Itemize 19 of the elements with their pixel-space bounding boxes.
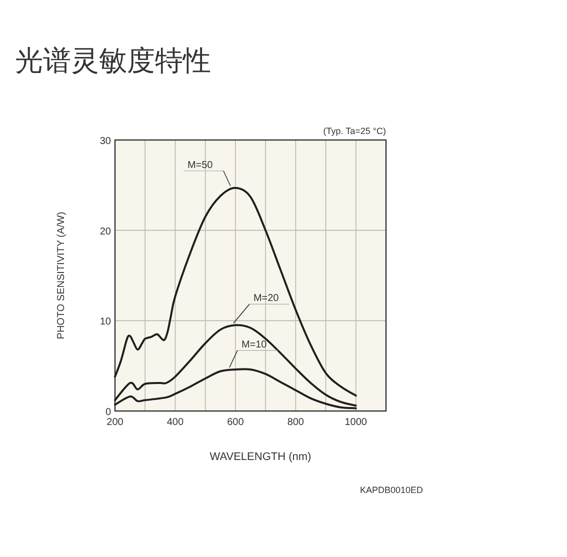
chart-title: 光谱灵敏度特性 (15, 45, 211, 76)
x-tick-label: 800 (287, 417, 304, 428)
y-tick-label: 20 (100, 226, 112, 238)
x-tick-label: 400 (166, 417, 184, 428)
y-tick-label: 30 (100, 136, 112, 147)
y-axis-title: PHOTO SENSITIVITY (A/W) (56, 212, 67, 340)
x-tick-label: 1000 (344, 417, 368, 428)
text: M=20 (253, 293, 280, 304)
series-label: M=10 (241, 339, 268, 350)
y-tick-label: 0 (105, 407, 112, 418)
y-tick-label: 10 (100, 316, 112, 328)
line-series (114, 324, 357, 407)
text: M=50 (187, 160, 214, 171)
x-axis-title: WAVELENGTH (nm) (210, 451, 312, 463)
text: KAPDB0010ED (360, 485, 424, 495)
x-tick-label: 200 (106, 417, 124, 428)
x-tick-label: 600 (227, 417, 244, 428)
line-series (114, 186, 357, 397)
text: (Typ. Ta=25 °C) (323, 126, 386, 136)
